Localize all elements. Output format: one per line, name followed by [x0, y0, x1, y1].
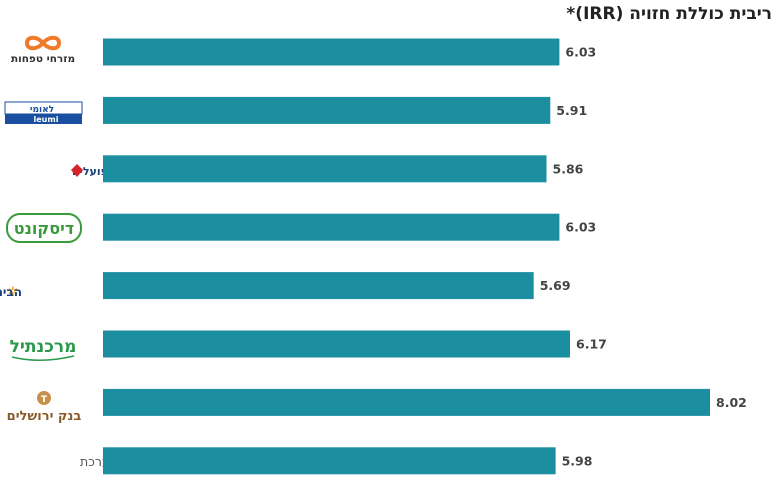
- leumi-logo-hebrew: לאומי: [30, 105, 54, 115]
- bar-value-label-6: 8.02: [716, 395, 747, 410]
- hapoalim-diamond-icon: [71, 164, 83, 177]
- bar-value-label-1: 5.91: [556, 103, 587, 118]
- discount-logo-text: דיסקונט: [14, 219, 74, 238]
- bar-2: [103, 155, 547, 183]
- bar-1: [103, 96, 551, 124]
- first-international-logo: ✲ הבינלאומי: [0, 285, 22, 300]
- discount-badge-icon: [6, 213, 82, 243]
- bar-6: [103, 388, 710, 416]
- chart-title: ריבית כוללת חזויה (IRR)*: [566, 4, 772, 24]
- bar-value-label-2: 5.86: [553, 161, 584, 176]
- bar-3: [103, 213, 560, 241]
- bar-value-label-3: 6.03: [565, 220, 596, 235]
- bar-value-label-7: 5.98: [562, 453, 593, 468]
- jerusalem-logo-text: בנק ירושלים: [7, 409, 82, 424]
- first-international-logo-text: הבינלאומי: [0, 285, 22, 299]
- bar-5: [103, 330, 570, 358]
- mizrahi-logo-text: מזרחי טפחות: [11, 53, 75, 65]
- bar-value-label-0: 6.03: [565, 45, 596, 60]
- flower-icon: ✲: [8, 285, 19, 300]
- infinity-icon: [24, 35, 62, 51]
- bar-value-label-5: 6.17: [576, 337, 607, 352]
- bar-0: [103, 38, 560, 66]
- leumi-logo-english: leumi: [34, 115, 59, 124]
- jerusalem-emblem-icon: [37, 391, 51, 405]
- bar-7: [103, 447, 556, 475]
- discount-logo: דיסקונט: [6, 213, 82, 243]
- jerusalem-logo: T בנק ירושלים: [7, 391, 82, 424]
- leumi-logo: לאומי leumi: [4, 101, 83, 124]
- mercantile-logo: מרכנתיל: [10, 337, 77, 361]
- bar-4: [103, 272, 534, 300]
- bars-group: 6.03 5.91 5.86 6.03 5.69 6.17 8.02 5.98: [103, 38, 747, 475]
- bar-value-label-4: 5.69: [540, 278, 571, 293]
- svg-text:T: T: [41, 395, 48, 405]
- mercantile-swoosh-icon: [11, 355, 75, 361]
- mercantile-logo-text: מרכנתיל: [10, 337, 77, 357]
- mizrahi-tefahot-logo: מזרחי טפחות: [11, 35, 75, 65]
